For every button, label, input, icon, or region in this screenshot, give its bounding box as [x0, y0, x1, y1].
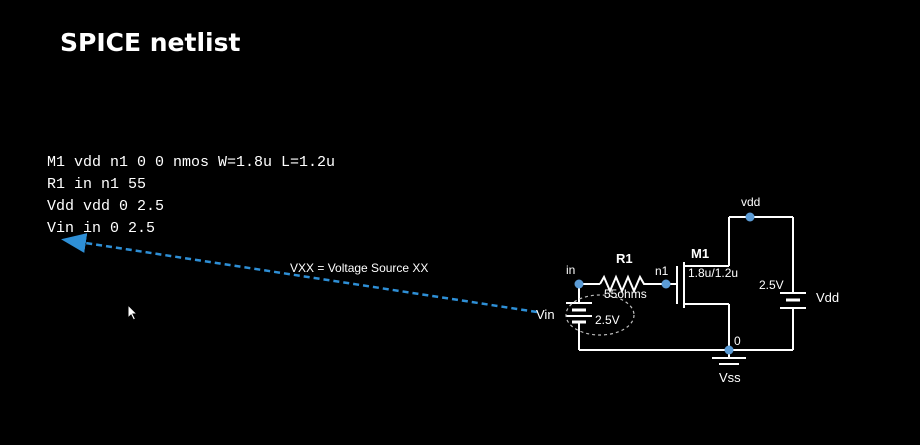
- resistor-r1: [599, 274, 648, 294]
- netlist-code: M1 vdd n1 0 0 nmos W=1.8u L=1.2u R1 in n…: [47, 152, 335, 240]
- node-dots: [574, 212, 755, 355]
- vin-value: 2.5V: [595, 313, 620, 327]
- vin-highlight-circle: [565, 294, 635, 336]
- node-label-vdd: vdd: [741, 195, 760, 209]
- netlist-line: R1 in n1 55: [47, 176, 147, 193]
- node-dot-n1: [661, 279, 671, 289]
- netlist-line: Vdd vdd 0 2.5: [47, 198, 165, 215]
- node-dot-in: [574, 279, 584, 289]
- r1-value: 55ohms: [604, 287, 647, 301]
- ground-symbol: [712, 357, 746, 365]
- netlist-line: M1 vdd n1 0 0 nmos W=1.8u L=1.2u: [47, 154, 336, 171]
- node-label-n1: n1: [655, 264, 669, 278]
- vin-name: Vin: [536, 307, 555, 322]
- circuit-wires: [578, 216, 794, 358]
- netlist-line: Vin in 0 2.5: [47, 220, 156, 237]
- r1-name: R1: [616, 251, 633, 266]
- mouse-cursor-icon: [127, 304, 139, 321]
- node-dot-vdd: [745, 212, 755, 222]
- vss-name: Vss: [719, 370, 741, 385]
- vdd-value: 2.5V: [759, 278, 784, 292]
- annotation-arrow: [61, 233, 538, 314]
- vdd-name: Vdd: [816, 290, 839, 305]
- annotation-label: VXX = Voltage Source XX: [290, 261, 428, 275]
- slide-title: SPICE netlist: [60, 28, 241, 57]
- m1-name: M1: [691, 246, 709, 261]
- node-label-0: 0: [734, 334, 741, 348]
- m1-size: 1.8u/1.2u: [688, 266, 738, 280]
- vdd-source-symbol: [780, 292, 806, 309]
- node-dot-0: [724, 345, 734, 355]
- node-label-in: in: [566, 263, 575, 277]
- vin-source-symbol: [566, 302, 592, 324]
